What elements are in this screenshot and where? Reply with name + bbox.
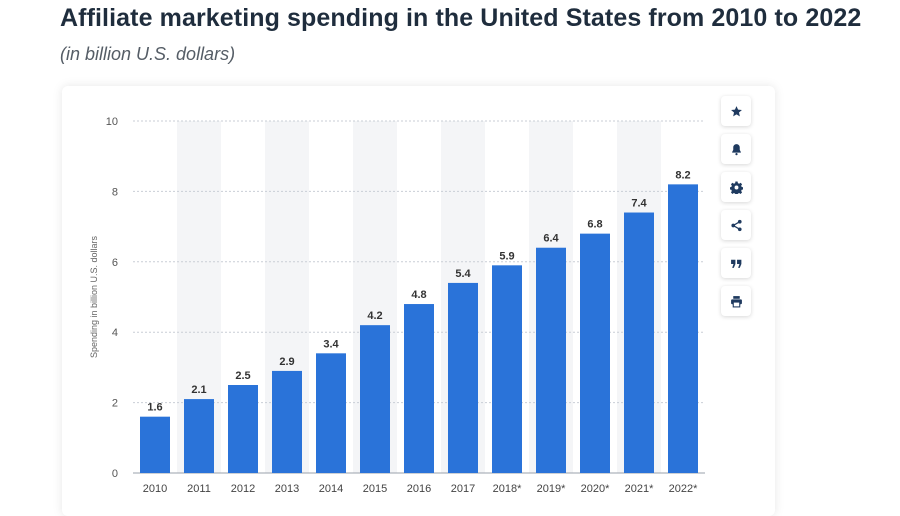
bar [580,233,610,473]
x-tick-label: 2014 [319,483,343,495]
bar [668,184,698,474]
bar [228,385,258,473]
share-button[interactable] [721,210,751,240]
bar [404,304,434,473]
bar [448,282,478,473]
x-tick-label: 2010 [143,483,167,495]
x-tick-label: 2016 [407,483,431,495]
data-label: 1.6 [147,402,162,414]
bar [316,353,346,473]
data-label: 4.2 [367,310,382,322]
data-label: 2.5 [235,370,250,382]
favorite-button[interactable] [721,96,751,126]
bar [536,247,566,473]
x-tick-label: 2021* [625,483,654,495]
chart-subtitle: (in billion U.S. dollars) [60,44,236,64]
data-label: 2.9 [279,356,294,368]
data-label: 4.8 [411,289,426,301]
bell-icon [731,143,741,155]
data-label: 2.1 [191,384,206,396]
chart-toolbar [721,96,751,316]
bar [140,416,170,473]
x-tick-label: 2019* [537,483,566,495]
y-tick-label: 4 [112,327,118,339]
x-tick-label: 2013 [275,483,299,495]
print-button[interactable] [721,286,751,316]
y-tick-label: 0 [112,468,118,480]
data-label: 6.4 [543,233,559,245]
quote-icon [730,259,741,268]
data-label: 7.4 [631,198,647,210]
notification-button[interactable] [721,134,751,164]
gear-icon [729,181,743,194]
bar-chart: 0 2 4 6 8 10 1.6 2010 2.1 2011 2.5 2012 2.9 2013 3.4 20… [89,116,705,495]
data-label: 5.4 [455,268,471,280]
x-tick-label: 2020* [581,483,610,495]
bar [360,325,390,473]
y-tick-label: 10 [106,116,118,128]
data-label: 5.9 [499,250,514,262]
x-tick-label: 2018* [493,483,522,495]
bar [492,265,522,473]
share-icon [730,219,742,231]
x-tick-label: 2011 [187,483,211,495]
x-tick-label: 2015 [363,483,387,495]
y-tick-label: 8 [112,186,118,198]
bar [184,399,214,473]
y-tick-label: 2 [112,398,118,410]
data-label: 3.4 [323,338,339,350]
data-label: 6.8 [587,219,602,231]
cite-button[interactable] [721,248,751,278]
bar [272,370,302,473]
settings-button[interactable] [721,172,751,202]
y-axis-label: Spending in billion U.S. dollars [89,235,99,358]
data-label: 8.2 [675,169,690,181]
star-icon [730,105,742,116]
y-tick-label: 6 [112,257,118,269]
bar [624,212,654,473]
x-tick-label: 2017 [451,483,475,495]
chart-title: Affiliate marketing spending in the Unit… [60,4,862,32]
x-tick-label: 2022* [669,483,698,495]
print-icon [730,295,742,307]
x-tick-label: 2012 [231,483,255,495]
